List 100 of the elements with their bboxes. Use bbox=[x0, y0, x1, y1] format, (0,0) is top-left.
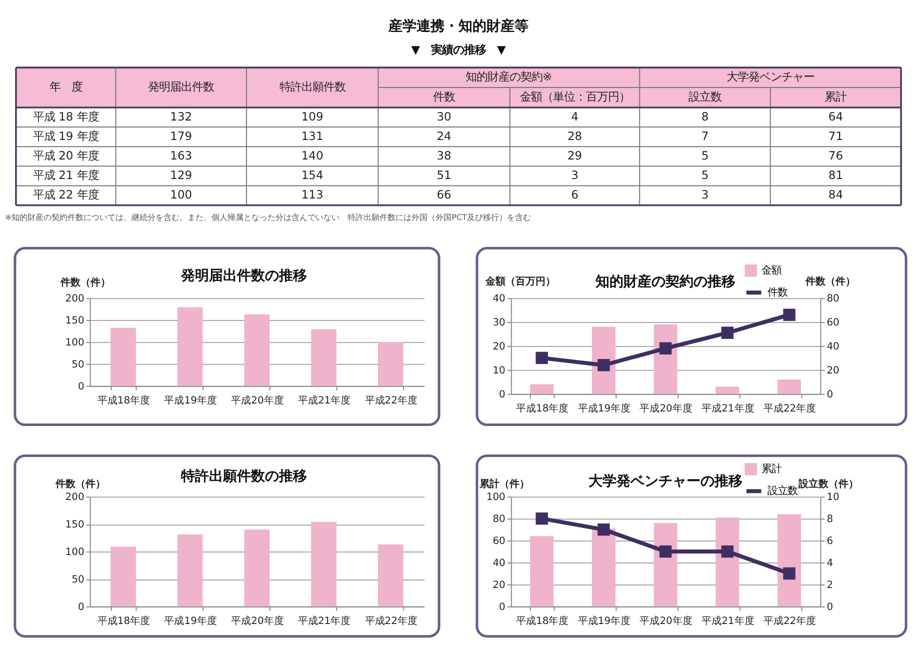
y-axis-title: 累計（件） bbox=[478, 478, 530, 490]
data-label: 84 bbox=[828, 187, 843, 202]
data-label: 3 bbox=[701, 187, 709, 202]
x-tick-label: 平成20年度 bbox=[231, 394, 284, 406]
chart-title: 大学発ベンチャーの推移 bbox=[588, 474, 743, 490]
y-tick-label: 10 bbox=[492, 365, 506, 376]
data-label: 109 bbox=[301, 109, 324, 124]
text: 設立数 bbox=[688, 89, 722, 104]
text: 金額（単位：百万円） bbox=[520, 89, 630, 104]
y-tick-label: 150 bbox=[65, 316, 84, 327]
x-tick-label: 平成22年度 bbox=[763, 614, 816, 627]
data-label: 154 bbox=[301, 168, 324, 182]
bar bbox=[311, 329, 336, 386]
data-label: 179 bbox=[170, 128, 192, 143]
y2-tick-label: 40 bbox=[826, 341, 840, 352]
y2-tick-label: 6 bbox=[826, 536, 834, 548]
x-tick-label: 平成20年度 bbox=[640, 402, 692, 414]
data-label: 81 bbox=[828, 168, 843, 182]
x-tick-label: 平成19年度 bbox=[164, 614, 217, 627]
y-tick-label: 150 bbox=[65, 520, 84, 531]
data-label: 76 bbox=[828, 148, 843, 162]
bar bbox=[530, 536, 554, 606]
y-axis-title: 件数（件） bbox=[54, 478, 106, 490]
y-tick-label: 30 bbox=[492, 318, 506, 329]
y2-tick-label: 2 bbox=[826, 580, 834, 591]
bar bbox=[110, 546, 136, 606]
y-tick-label: 50 bbox=[72, 359, 84, 370]
y-tick-label: 0 bbox=[499, 602, 506, 613]
y2-tick-label: 4 bbox=[826, 558, 834, 569]
y2-tick-label: 10 bbox=[826, 492, 840, 504]
text: 年 度 bbox=[49, 80, 82, 94]
data-label: 132 bbox=[170, 109, 192, 124]
x-tick-label: 平成19年度 bbox=[578, 402, 631, 414]
data-label: 140 bbox=[301, 148, 324, 162]
data-label: 8 bbox=[701, 109, 709, 124]
point bbox=[659, 342, 672, 354]
bar bbox=[654, 522, 678, 606]
text: ※知的財産の契約件数については、継続分を含む。また、個人帰属となった分は含んでいない 特許出願件数には外国（外国PCT及び移行）を含む bbox=[4, 213, 531, 222]
y2-axis-title: 件数（件） bbox=[804, 276, 856, 288]
x-tick-label: 平成19年度 bbox=[578, 614, 631, 627]
bar bbox=[378, 544, 404, 606]
category-label: 平成 20 年度 bbox=[32, 148, 99, 162]
data-label: 100 bbox=[170, 187, 192, 202]
y-tick-label: 20 bbox=[492, 341, 506, 352]
data-label: 66 bbox=[436, 187, 452, 202]
y-tick-label: 20 bbox=[492, 580, 506, 591]
category-label: 平成 21 年度 bbox=[32, 168, 99, 182]
x-tick-label: 平成22年度 bbox=[763, 402, 816, 414]
data-label: 71 bbox=[828, 128, 843, 143]
y2-tick-label: 0 bbox=[826, 602, 834, 613]
text: 発明届出件数 bbox=[148, 80, 214, 94]
chart-title: 知的財産の契約の推移 bbox=[594, 273, 736, 290]
text: 大学発ベンチャー bbox=[726, 70, 814, 84]
y2-axis-title: 設立数（件） bbox=[798, 478, 859, 490]
x-tick-label: 平成20年度 bbox=[640, 614, 692, 627]
y-tick-label: 50 bbox=[72, 574, 84, 586]
y2-tick-label: 8 bbox=[826, 514, 834, 526]
bar bbox=[530, 384, 554, 394]
x-tick-label: 平成18年度 bbox=[516, 614, 569, 627]
category-label: 平成 18 年度 bbox=[32, 109, 99, 124]
data-label: 29 bbox=[567, 148, 582, 162]
x-tick-label: 平成19年度 bbox=[164, 394, 217, 406]
y-tick-label: 0 bbox=[499, 389, 506, 400]
point bbox=[721, 545, 734, 558]
data-label: 5 bbox=[701, 168, 709, 182]
bar bbox=[378, 342, 404, 386]
bar bbox=[716, 386, 740, 394]
legend-label: 件数 bbox=[767, 286, 788, 299]
text: 特許出願件数 bbox=[279, 80, 346, 94]
text: 件数 bbox=[433, 89, 456, 104]
data-label: 24 bbox=[436, 128, 452, 143]
y2-tick-label: 60 bbox=[826, 318, 840, 329]
data-label: 163 bbox=[170, 148, 192, 162]
y-axis-title: 件数（件） bbox=[59, 276, 110, 289]
data-label: 30 bbox=[436, 109, 452, 124]
category-label: 平成 19 年度 bbox=[32, 128, 99, 143]
y-tick-label: 100 bbox=[486, 492, 506, 504]
data-label: 129 bbox=[170, 168, 192, 182]
point bbox=[721, 326, 734, 339]
x-tick-label: 平成18年度 bbox=[516, 402, 569, 414]
x-tick-label: 平成21年度 bbox=[298, 394, 351, 406]
legend-label: 金額 bbox=[761, 264, 782, 277]
text: 知的財産の契約※ bbox=[466, 70, 552, 84]
point bbox=[598, 359, 610, 372]
data-label: 6 bbox=[571, 187, 578, 202]
data-label: 131 bbox=[301, 128, 324, 143]
bar bbox=[110, 328, 136, 386]
x-tick-label: 平成18年度 bbox=[97, 614, 150, 627]
text: 産学連携・知的財産等 bbox=[388, 18, 529, 35]
y-tick-label: 200 bbox=[65, 294, 84, 305]
bar bbox=[177, 534, 203, 606]
bar bbox=[778, 379, 802, 394]
y-tick-label: 100 bbox=[65, 337, 84, 348]
point bbox=[659, 545, 672, 558]
bar bbox=[716, 517, 740, 606]
chart-title: 発明届出件数の推移 bbox=[180, 268, 307, 284]
chart-title: 特許出願件数の推移 bbox=[180, 468, 307, 485]
x-tick-label: 平成21年度 bbox=[702, 402, 754, 414]
point bbox=[536, 512, 548, 525]
bar bbox=[244, 314, 270, 386]
